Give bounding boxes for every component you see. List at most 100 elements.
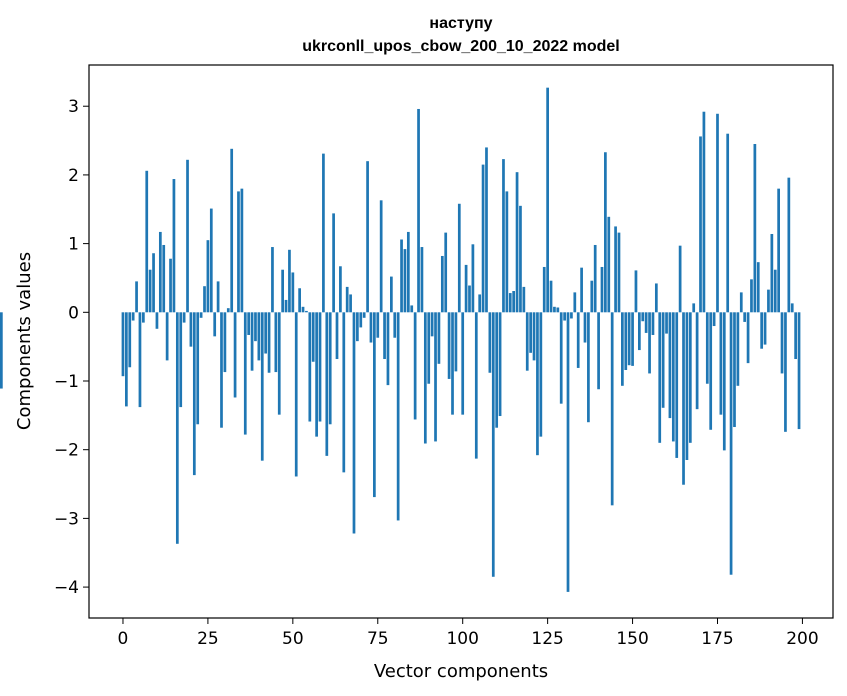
bar (420, 247, 424, 313)
bar (186, 159, 189, 313)
y-axis-ticks: −4 −3 −2 −1 0 1 2 3 (54, 97, 89, 598)
bar (301, 306, 305, 313)
bar (777, 188, 780, 313)
x-tick-label: 125 (531, 629, 563, 649)
bar (437, 312, 441, 364)
bar (325, 312, 329, 456)
bar (716, 113, 719, 313)
bar (434, 312, 437, 442)
bar (614, 226, 617, 313)
bar (688, 312, 692, 443)
bar (641, 312, 645, 322)
bar (349, 294, 352, 313)
bar (678, 245, 682, 313)
bar (481, 164, 485, 313)
bar (692, 303, 696, 313)
bar (250, 312, 254, 371)
bar (502, 159, 505, 313)
bar (590, 280, 594, 313)
bar (621, 312, 624, 386)
bar (277, 312, 281, 415)
bar (756, 262, 760, 313)
bar (169, 258, 172, 313)
bar (794, 312, 797, 360)
y-tick-label: −4 (54, 578, 79, 598)
x-tick-label: 100 (446, 629, 478, 649)
y-tick-label: −3 (54, 509, 79, 529)
bar (580, 267, 583, 313)
bar (627, 312, 631, 366)
bar (607, 216, 611, 313)
bar (264, 312, 268, 354)
bar (294, 312, 298, 477)
bar (634, 270, 638, 313)
bar (291, 272, 295, 313)
bar (675, 312, 679, 458)
bar (413, 312, 417, 420)
bar (206, 240, 210, 313)
bar (559, 312, 563, 404)
bar (223, 312, 227, 373)
bar (583, 312, 587, 343)
bar (209, 208, 213, 313)
plot-frame (88, 64, 834, 619)
bar (203, 286, 206, 313)
x-tick-label: 0 (118, 629, 129, 649)
bar (566, 312, 570, 592)
bar (773, 269, 777, 313)
bar (498, 312, 502, 417)
bar (600, 266, 604, 313)
bar (0, 312, 3, 389)
bar (332, 213, 335, 313)
bar (213, 312, 217, 337)
bar (410, 305, 414, 313)
bar (668, 312, 672, 419)
bar (474, 312, 478, 459)
bar (665, 312, 668, 334)
bar (780, 312, 784, 374)
bar (610, 312, 614, 506)
bar (274, 312, 278, 373)
x-tick-label: 25 (197, 629, 219, 649)
bar (175, 312, 179, 544)
bar (685, 312, 689, 460)
y-tick-label: 0 (68, 303, 79, 323)
bar (145, 170, 149, 313)
bar (770, 233, 774, 313)
bar-series (0, 87, 801, 592)
bar (536, 312, 539, 456)
bar (148, 269, 152, 313)
bar (587, 312, 590, 423)
bar (328, 312, 332, 425)
bar (298, 288, 301, 313)
bar (797, 312, 801, 430)
bar (335, 312, 339, 360)
bar (593, 244, 597, 313)
bar (726, 133, 730, 313)
y-tick-label: 2 (68, 166, 79, 186)
bar (247, 312, 251, 335)
bar (362, 312, 366, 318)
bar (162, 244, 166, 313)
bar (142, 312, 145, 323)
bar (515, 172, 519, 313)
chart-subtitle: ukrconll_upos_cbow_200_10_2022 model (302, 38, 619, 55)
bar (366, 161, 369, 313)
bar (379, 200, 383, 313)
bar (556, 307, 560, 313)
bar (260, 312, 264, 461)
bar (423, 312, 427, 444)
bar (237, 191, 240, 313)
bar (699, 136, 702, 313)
bar (485, 147, 488, 313)
bar (192, 312, 196, 476)
x-tick-label: 150 (616, 629, 648, 649)
bar (322, 153, 325, 313)
bar (386, 312, 390, 386)
x-tick-label: 175 (701, 629, 733, 649)
bar (240, 188, 244, 313)
bar (508, 293, 512, 313)
bar (760, 312, 764, 349)
x-axis-label: Vector components (374, 661, 548, 682)
bar (400, 239, 403, 313)
